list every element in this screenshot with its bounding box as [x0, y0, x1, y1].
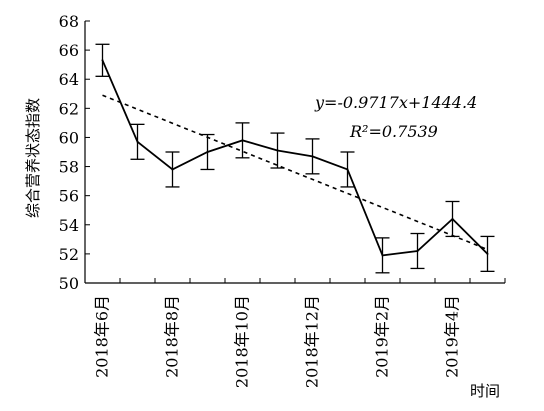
series-line — [101, 59, 489, 257]
y-tick-label: 50 — [59, 274, 79, 293]
trend-r2: R²=0.7539 — [349, 122, 438, 141]
error-bars — [95, 43, 495, 274]
data-point — [381, 254, 384, 257]
y-tick-label: 56 — [59, 187, 79, 206]
data-point — [311, 155, 314, 158]
x-tick-label: 2018年8月 — [163, 295, 182, 378]
y-tick-label: 68 — [59, 12, 79, 31]
y-tick-label: 64 — [59, 70, 79, 89]
y-tick-label: 52 — [59, 245, 79, 264]
data-point — [241, 139, 244, 142]
data-point — [486, 252, 489, 255]
y-axis-title: 综合营养状态指数 — [24, 98, 42, 218]
labels-group: 2018年6月 2018年8月 2018年10月 2018年12月 2019年2月 201… — [24, 93, 500, 400]
y-tick-label: 58 — [59, 158, 79, 177]
x-tick-label: 2018年10月 — [233, 295, 252, 388]
trendline-group — [102, 94, 488, 251]
trend-equation: y=-0.9717x+1444.4 — [314, 93, 477, 112]
data-point — [276, 149, 279, 152]
y-tick-label: 54 — [59, 216, 79, 235]
x-axis-title: 时间 — [470, 382, 500, 400]
trendline — [102, 94, 488, 251]
x-tick-label: 2019年4月 — [443, 295, 462, 378]
data-point — [451, 217, 454, 220]
x-tick-label: 2018年6月 — [93, 295, 112, 378]
y-tick-label: 62 — [59, 99, 79, 118]
axes: 50 52 54 56 58 60 62 64 66 68 — [59, 12, 506, 293]
x-tick-label: 2018年12月 — [303, 295, 322, 388]
data-point — [101, 59, 104, 62]
x-tick-label: 2019年2月 — [373, 295, 392, 378]
data-point — [171, 168, 174, 171]
y-tick-label: 60 — [59, 128, 79, 147]
data-point — [136, 140, 139, 143]
data-point — [206, 151, 209, 153]
data-point — [416, 249, 419, 252]
data-point — [346, 168, 349, 171]
series-group — [101, 59, 489, 257]
y-tick-label: 66 — [59, 41, 79, 60]
